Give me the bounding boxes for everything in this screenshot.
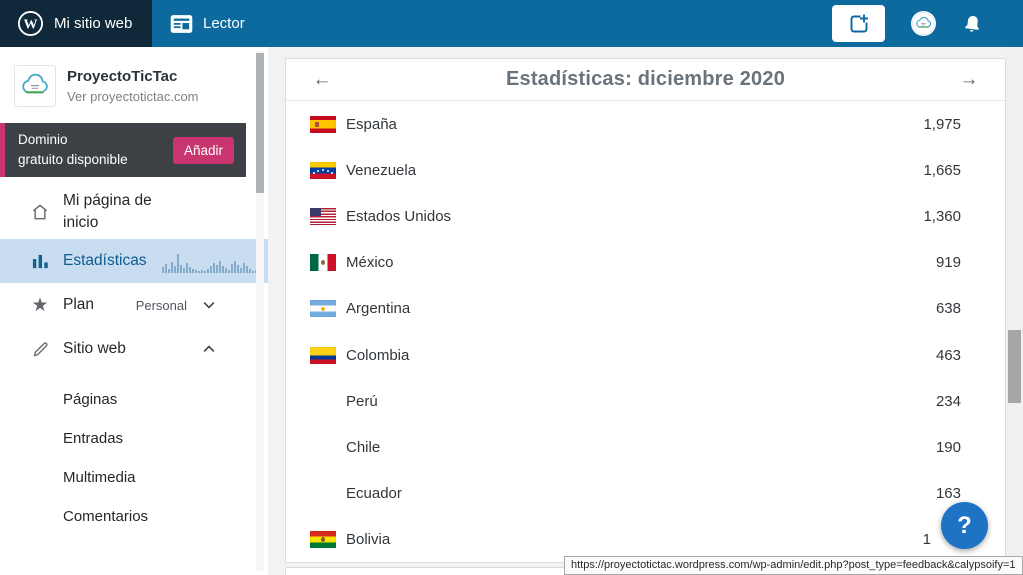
sidebar-scrollbar bbox=[256, 51, 264, 571]
site-url-link[interactable]: Ver proyectotictac.com bbox=[67, 89, 199, 104]
reader-tab-label: Lector bbox=[203, 15, 245, 32]
site-icon bbox=[14, 65, 56, 107]
status-bar-url: https://proyectotictac.wordpress.com/wp-… bbox=[564, 556, 1023, 575]
sidebar-item-label: Mi página de inicio bbox=[63, 192, 152, 231]
masterbar: W Mi sitio web Lector bbox=[0, 0, 1023, 47]
country-flag-icon bbox=[310, 207, 336, 225]
sidebar-item-media[interactable]: Multimedia bbox=[63, 469, 136, 486]
chevron-up-icon bbox=[200, 340, 218, 358]
new-post-button[interactable] bbox=[832, 5, 885, 42]
country-views-count: 919 bbox=[935, 254, 961, 272]
country-name: Venezuela bbox=[346, 161, 417, 179]
domain-banner-text: Dominio gratuito disponible bbox=[18, 132, 128, 167]
sidebar-item-pages[interactable]: Páginas bbox=[63, 391, 118, 408]
country-name: Estados Unidos bbox=[346, 207, 452, 225]
country-views-count: 1,975 bbox=[923, 115, 961, 133]
help-button[interactable]: ? bbox=[941, 502, 988, 549]
country-views-count: 1,665 bbox=[923, 161, 961, 179]
country-views-count: 190 bbox=[935, 438, 961, 456]
country-views-count: 1,360 bbox=[923, 207, 961, 225]
country-views-list: España 1,975 Venezuela 1,665 Estados Uni… bbox=[286, 101, 1005, 562]
stats-sparkline-chart bbox=[161, 249, 256, 273]
stats-period-title: Estadísticas: diciembre 2020 bbox=[505, 68, 786, 90]
country-name: México bbox=[346, 254, 394, 272]
wordpress-logo-icon: W bbox=[17, 10, 44, 37]
country-name: Bolivia bbox=[346, 531, 391, 549]
user-avatar[interactable] bbox=[911, 11, 936, 36]
page-scrollbar-thumb[interactable] bbox=[1008, 330, 1021, 403]
country-row: Ecuador 163 bbox=[286, 471, 1005, 517]
country-views-count: 1 bbox=[922, 531, 931, 549]
country-row: Estados Unidos 1,360 bbox=[286, 193, 1005, 239]
sidebar-item-home[interactable]: Mi página de inicio bbox=[0, 185, 268, 239]
country-flag-icon bbox=[310, 439, 336, 456]
country-flag-icon bbox=[310, 485, 336, 502]
country-name: España bbox=[346, 115, 397, 133]
country-views-count: 638 bbox=[935, 300, 961, 318]
pencil-icon bbox=[30, 340, 50, 359]
sidebar-item-site[interactable]: Sitio web bbox=[0, 327, 268, 371]
country-flag-icon bbox=[310, 254, 336, 272]
svg-text:W: W bbox=[23, 16, 37, 32]
stats-bars-icon bbox=[30, 252, 50, 271]
site-submenu: Páginas Entradas Multimedia Comentarios bbox=[0, 380, 268, 536]
new-post-icon bbox=[847, 12, 871, 36]
notifications-bell-icon[interactable] bbox=[961, 11, 985, 35]
add-domain-button[interactable]: Añadir bbox=[172, 136, 234, 164]
sidebar-item-label: Sitio web bbox=[63, 340, 126, 357]
sidebar-scrollbar-thumb[interactable] bbox=[256, 53, 264, 193]
sidebar-item-label: Plan bbox=[63, 296, 95, 313]
country-name: Colombia bbox=[346, 346, 410, 364]
sidebar-item-posts[interactable]: Entradas bbox=[63, 430, 124, 447]
country-row: España 1,975 bbox=[286, 101, 1005, 147]
country-flag-icon bbox=[310, 161, 336, 179]
star-icon: ★ bbox=[31, 294, 49, 316]
country-row: Bolivia 1 bbox=[286, 517, 1005, 562]
country-name: Chile bbox=[346, 438, 381, 456]
country-flag-icon bbox=[310, 393, 336, 410]
plan-badge: Personal bbox=[135, 297, 187, 313]
site-cloud-logo-icon bbox=[22, 73, 48, 94]
sidebar-item-label: Estadísticas bbox=[63, 252, 147, 269]
reader-tab[interactable]: Lector bbox=[152, 0, 245, 47]
country-flag-icon bbox=[310, 115, 336, 133]
next-period-arrow[interactable]: → bbox=[933, 69, 1005, 91]
country-flag-icon bbox=[310, 346, 336, 364]
country-row: Venezuela 1,665 bbox=[286, 147, 1005, 193]
country-flag-icon bbox=[310, 531, 336, 549]
home-icon bbox=[30, 202, 50, 222]
sidebar-item-stats[interactable]: Estadísticas bbox=[0, 239, 268, 283]
site-cloud-logo-icon bbox=[912, 12, 935, 35]
sidebar-item-comments[interactable]: Comentarios bbox=[63, 508, 149, 525]
country-views-count: 234 bbox=[935, 392, 961, 410]
chevron-down-icon bbox=[200, 296, 218, 314]
country-row: Colombia 463 bbox=[286, 332, 1005, 378]
country-name: Perú bbox=[346, 392, 378, 410]
country-row: México 919 bbox=[286, 240, 1005, 286]
sidebar-item-plan[interactable]: ★ Plan Personal bbox=[0, 283, 268, 327]
my-site-tab-label: Mi sitio web bbox=[54, 15, 133, 32]
site-header[interactable]: ProyectoTicTac Ver proyectotictac.com bbox=[0, 47, 268, 123]
country-name: Ecuador bbox=[346, 485, 402, 503]
sidebar: ProyectoTicTac Ver proyectotictac.com Do… bbox=[0, 47, 268, 575]
my-site-tab[interactable]: W Mi sitio web bbox=[0, 0, 152, 47]
page-scrollbar bbox=[1006, 47, 1023, 575]
country-row: Chile 190 bbox=[286, 424, 1005, 470]
previous-period-arrow[interactable]: ← bbox=[286, 69, 358, 91]
stats-countries-card: ← Estadísticas: diciembre 2020 → España … bbox=[285, 58, 1006, 563]
reader-icon bbox=[170, 14, 193, 34]
country-name: Argentina bbox=[346, 300, 411, 318]
country-row: Argentina 638 bbox=[286, 286, 1005, 332]
site-title: ProyectoTicTac bbox=[67, 68, 178, 85]
sidebar-menu: Mi página de inicio Estadísticas ★ Plan … bbox=[0, 185, 268, 536]
country-views-count: 463 bbox=[935, 346, 961, 364]
country-flag-icon bbox=[310, 300, 336, 318]
country-row: Perú 234 bbox=[286, 378, 1005, 424]
country-views-count: 163 bbox=[935, 485, 961, 503]
stats-period-nav: ← Estadísticas: diciembre 2020 → bbox=[286, 59, 1005, 101]
domain-upsell-banner: Dominio gratuito disponible Añadir bbox=[0, 123, 246, 177]
